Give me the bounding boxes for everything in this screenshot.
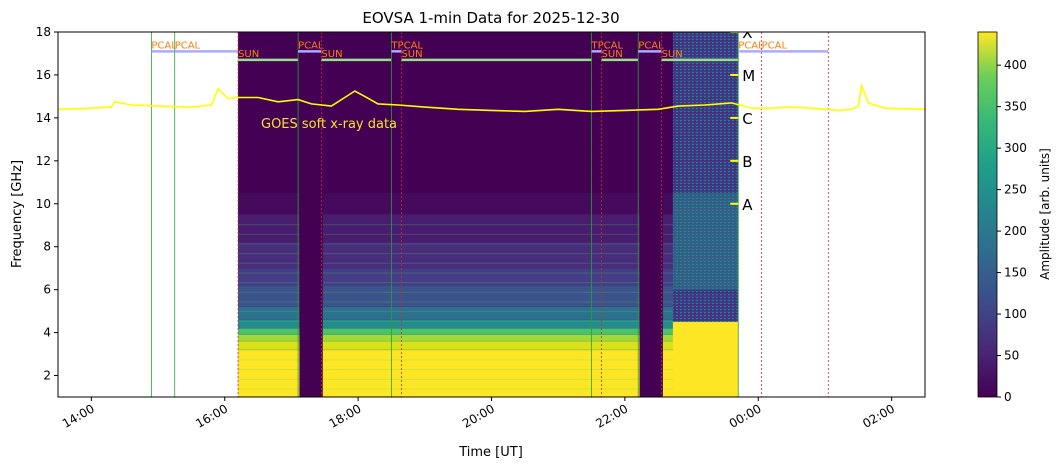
frequency-striation: [238, 311, 739, 313]
frequency-striation: [238, 330, 739, 332]
chart-title: EOVSA 1-min Data for 2025-12-30: [362, 9, 619, 27]
frequency-band: [238, 319, 739, 329]
marker-label: TPCAL: [591, 40, 624, 51]
x-axis-ticks: 14:00 16:00 18:00 20:00 22:00 00:00 02:00: [60, 397, 897, 431]
colorbar-tick-label: 400: [1004, 58, 1027, 72]
colorbar: 0 50 100 150 200 250 300 350 400 Amplitude [arb.…: [977, 31, 1052, 404]
marker-label: TPCAL: [390, 40, 423, 51]
x-tick-label: 22:00: [593, 401, 630, 430]
x-tick-label: 00:00: [727, 401, 764, 430]
x-axis-label: Time [UT]: [458, 445, 523, 460]
goes-class-label: B: [742, 153, 752, 171]
marker-label: PCAL: [762, 40, 788, 51]
frequency-striation: [238, 388, 739, 390]
y-tick-label: 2: [43, 369, 51, 383]
y-tick-label: 18: [36, 25, 51, 39]
marker-label: PCAL: [151, 40, 177, 51]
frequency-striation: [238, 349, 739, 351]
noisy-segment: [672, 32, 739, 322]
marker-label: PCAL: [738, 40, 764, 51]
colorbar-tick-label: 50: [1004, 349, 1019, 363]
goes-class-label: X: [742, 24, 752, 42]
frequency-striation: [238, 378, 739, 380]
colorbar-gradient: [977, 31, 998, 398]
frequency-band: [238, 285, 739, 307]
marker-label: PCAL: [298, 40, 324, 51]
frequency-striation: [238, 340, 739, 342]
noisy-segment-mid: [672, 193, 739, 290]
colorbar-tick-label: 350: [1004, 100, 1027, 114]
spectrogram-heatmap: [238, 32, 739, 397]
goes-layer: A B C M X: [58, 24, 925, 214]
frequency-striation: [238, 224, 739, 226]
y-axis-ticks: 2 4 6 8 10 12 14 16 18: [36, 25, 58, 383]
goes-label: GOES soft x-ray data: [261, 117, 397, 132]
frequency-striation: [238, 233, 739, 235]
data-gap: [299, 32, 323, 397]
frequency-band: [238, 268, 739, 286]
x-tick-label: 16:00: [193, 401, 230, 430]
y-tick-label: 8: [43, 240, 51, 254]
x-tick-label: 02:00: [860, 401, 897, 430]
colorbar-tick-label: 200: [1004, 224, 1027, 238]
colorbar-tick-label: 100: [1004, 307, 1027, 321]
frequency-band: [238, 334, 739, 342]
marker-label: PCAL: [638, 40, 664, 51]
frequency-striation: [238, 301, 739, 303]
y-tick-label: 14: [36, 111, 51, 125]
frequency-band: [238, 341, 739, 350]
frequency-band: [238, 306, 739, 320]
y-tick-label: 16: [36, 68, 51, 82]
colorbar-tick-label: 250: [1004, 183, 1027, 197]
goes-class-label: A: [742, 196, 753, 214]
plot-area: PCALPCALSUNPCALSUNTPCALSUNTPCALSUNPCALSU…: [58, 24, 925, 397]
colorbar-tick-label: 300: [1004, 141, 1027, 155]
goes-class-label: M: [742, 67, 755, 85]
colorbar-tick-label: 0: [1004, 390, 1012, 404]
frequency-band: [238, 328, 739, 335]
frequency-striation: [238, 282, 739, 284]
x-tick-label: 20:00: [460, 401, 497, 430]
marker-label: SUN: [401, 49, 422, 60]
goes-class-label: C: [742, 110, 752, 128]
marker-label: SUN: [321, 49, 342, 60]
marker-label: SUN: [602, 49, 623, 60]
frequency-striation: [238, 262, 739, 264]
x-tick-label: 14:00: [60, 401, 97, 430]
y-tick-label: 10: [36, 197, 51, 211]
colorbar-label: Amplitude [arb. units]: [1038, 148, 1052, 280]
frequency-striation: [238, 359, 739, 361]
frequency-striation: [238, 320, 739, 322]
frequency-striation: [238, 369, 739, 371]
frequency-band: [238, 193, 739, 215]
observation-markers: PCALPCALSUNPCALSUNTPCALSUNTPCALSUNPCALSU…: [150, 32, 829, 397]
marker-label: SUN: [238, 49, 259, 60]
y-tick-label: 4: [43, 326, 51, 340]
frequency-striation: [238, 291, 739, 293]
y-tick-label: 12: [36, 154, 51, 168]
x-tick-label: 18:00: [327, 401, 364, 430]
y-tick-label: 6: [43, 283, 51, 297]
marker-label: PCAL: [175, 40, 201, 51]
marker-label: SUN: [662, 49, 683, 60]
noisy-segment-low: [672, 321, 739, 397]
frequency-striation: [238, 272, 739, 274]
data-gap: [639, 32, 663, 397]
frequency-striation: [238, 253, 739, 255]
colorbar-tick-label: 150: [1004, 266, 1027, 280]
colorbar-ticks: 0 50 100 150 200 250 300 350 400: [997, 58, 1027, 404]
goes-curve: [58, 82, 925, 113]
frequency-striation: [238, 243, 739, 245]
y-axis-label: Frequency [GHz]: [10, 160, 25, 268]
